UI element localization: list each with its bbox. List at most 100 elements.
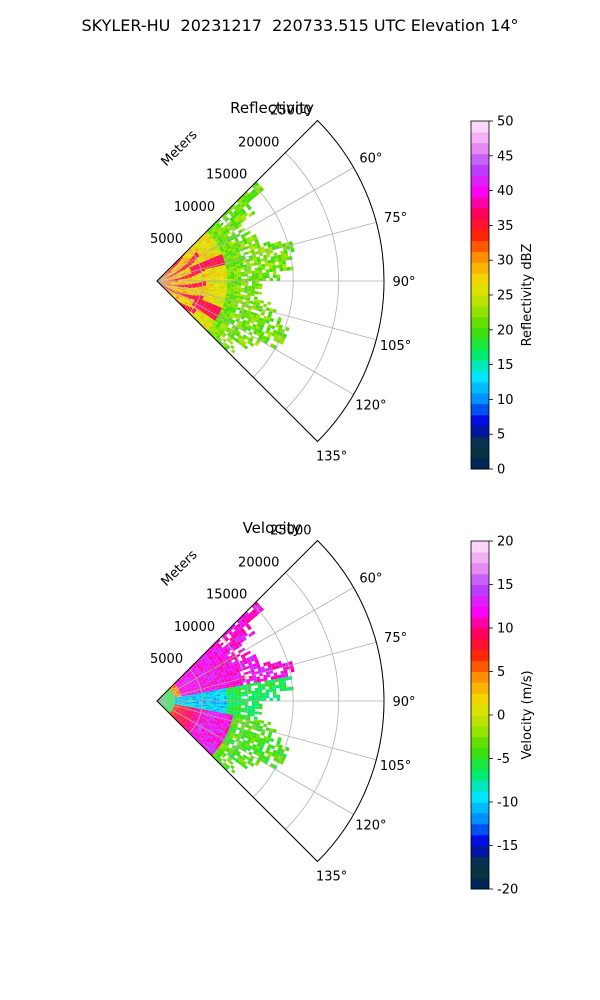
field-cell: [166, 285, 170, 288]
field-cell: [239, 638, 244, 644]
field-cell: [198, 270, 202, 273]
field-cell: [196, 303, 200, 307]
field-cell: [211, 743, 216, 748]
field-cell: [195, 730, 199, 735]
field-cell: [163, 276, 167, 279]
field-cell: [168, 708, 172, 711]
field-cell: [186, 305, 190, 309]
field-cell: [159, 276, 163, 279]
field-cell: [167, 701, 172, 703]
field-cell: [208, 321, 213, 326]
field-cell: [214, 665, 219, 670]
field-cell: [262, 698, 267, 701]
colorbar-tick-label: 10: [497, 393, 514, 408]
field-cell: [216, 697, 221, 700]
field-cell: [226, 286, 231, 289]
field-cell: [240, 763, 246, 768]
field-cell: [238, 223, 243, 228]
field-cell: [273, 672, 278, 677]
field-cell: [226, 732, 231, 736]
field-cell: [239, 296, 244, 300]
field-cell: [257, 329, 262, 334]
field-cell: [215, 689, 220, 692]
field-cell: [194, 661, 198, 665]
field-cell: [211, 667, 216, 671]
field-cell: [195, 297, 200, 300]
field-cell: [167, 703, 171, 706]
field-cell: [202, 282, 207, 284]
field-cell: [202, 318, 207, 323]
field-cell: [184, 274, 189, 276]
field-cell: [198, 679, 203, 683]
field-cell: [255, 752, 261, 757]
field-cell: [164, 271, 168, 275]
field-cell: [187, 273, 192, 276]
field-cell: [240, 287, 245, 291]
field-cell: [184, 696, 189, 699]
field-cell: [190, 311, 194, 315]
field-cell: [205, 706, 210, 708]
field-cell: [183, 255, 187, 259]
field-cell: [212, 722, 217, 726]
field-cell: [182, 674, 186, 678]
field-cell: [265, 319, 270, 324]
field-cell: [251, 705, 256, 709]
field-cell: [192, 698, 196, 701]
field-cell: [168, 288, 173, 291]
field-cell: [206, 252, 211, 256]
field-cell: [280, 756, 286, 762]
field-cell: [217, 297, 222, 300]
field-cell: [283, 669, 288, 674]
field-cell: [208, 736, 213, 741]
field-cell: [176, 715, 180, 719]
field-cell: [217, 664, 222, 668]
field-cell: [200, 237, 205, 241]
field-cell: [196, 685, 201, 688]
field-cell: [251, 288, 256, 292]
field-cell: [200, 243, 205, 247]
field-cell: [212, 286, 217, 289]
field-cell: [165, 692, 169, 696]
field-cell: [254, 318, 259, 323]
field-cell: [205, 251, 210, 255]
field-cell: [206, 238, 211, 243]
field-cell: [221, 213, 226, 219]
field-cell: [261, 321, 266, 326]
field-cell: [244, 191, 249, 197]
field-cell: [186, 711, 191, 714]
field-cell: [215, 723, 220, 727]
field-cell: [177, 713, 182, 717]
field-cell: [230, 690, 234, 694]
field-cell: [216, 694, 221, 697]
field-cell: [238, 320, 243, 325]
field-cell: [174, 698, 179, 700]
field-cell: [211, 303, 216, 307]
field-cell: [236, 336, 242, 341]
field-cell: [200, 741, 205, 745]
angle-tick-label: 90°: [392, 275, 415, 290]
field-cell: [200, 685, 205, 689]
field-cell: [221, 649, 226, 654]
field-cell: [201, 314, 206, 318]
field-cell: [217, 308, 222, 312]
field-cell: [238, 621, 244, 626]
field-cell: [166, 285, 171, 287]
field-cell: [231, 739, 236, 743]
field-cell: [203, 317, 208, 321]
field-cell: [226, 269, 231, 272]
field-cell: [204, 723, 208, 727]
field-cell: [258, 711, 262, 715]
field-cell: [186, 688, 191, 691]
field-cell: [232, 715, 237, 718]
field-cell: [225, 673, 230, 677]
field-cell: [240, 264, 244, 268]
field-cell: [248, 244, 254, 249]
field-cell: [197, 727, 202, 731]
field-cell: [159, 283, 163, 286]
field-cell: [272, 271, 277, 275]
field-cell: [239, 338, 244, 344]
field-cell: [212, 705, 217, 708]
field-cell: [166, 285, 170, 288]
field-cell: [191, 276, 196, 279]
field-cell: [279, 267, 284, 272]
